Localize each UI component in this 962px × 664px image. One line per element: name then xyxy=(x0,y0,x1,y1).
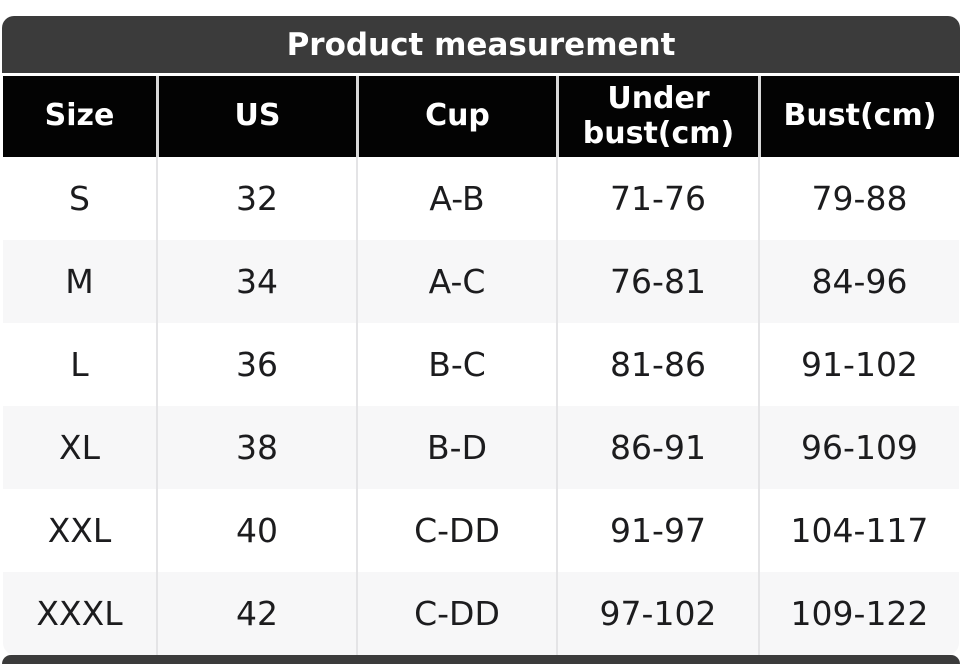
table-cell: C-DD xyxy=(356,489,556,572)
table-row: XXL 40 C-DD 91-97 104-117 xyxy=(3,489,959,572)
table-cell: 84-96 xyxy=(758,240,959,323)
table-cell: 86-91 xyxy=(556,406,758,489)
column-header-underbust: Under bust(cm) xyxy=(556,76,758,157)
column-header-bust: Bust(cm) xyxy=(758,76,959,157)
table-cell: 109-122 xyxy=(758,572,959,655)
table-row: M 34 A-C 76-81 84-96 xyxy=(3,240,959,323)
table-body: S 32 A-B 71-76 79-88 M 34 A-C 76-81 84-96 L 36 B-C 81… xyxy=(3,157,959,655)
column-header-cup: Cup xyxy=(356,76,556,157)
table-cell: 104-117 xyxy=(758,489,959,572)
table-cell: XXXL xyxy=(3,572,156,655)
column-header-us: US xyxy=(156,76,356,157)
table-cell: 38 xyxy=(156,406,356,489)
table-cell: C-DD xyxy=(356,572,556,655)
table-cell: 81-86 xyxy=(556,323,758,406)
table-cell: B-C xyxy=(356,323,556,406)
table-cell: 97-102 xyxy=(556,572,758,655)
header-row: Size US Cup Under bust(cm) Bust(cm) xyxy=(3,76,959,157)
table-cell: 42 xyxy=(156,572,356,655)
table-cell: 34 xyxy=(156,240,356,323)
next-section-bar xyxy=(2,655,960,664)
table-header: Size US Cup Under bust(cm) Bust(cm) xyxy=(3,76,959,157)
column-header-size: Size xyxy=(3,76,156,157)
table-row: XXXL 42 C-DD 97-102 109-122 xyxy=(3,572,959,655)
table-cell: A-B xyxy=(356,157,556,240)
table-cell: B-D xyxy=(356,406,556,489)
table-cell: 96-109 xyxy=(758,406,959,489)
table-cell: 36 xyxy=(156,323,356,406)
table-cell: 76-81 xyxy=(556,240,758,323)
size-chart-table: Size US Cup Under bust(cm) Bust(cm) S 32 A… xyxy=(3,76,959,655)
table-cell: XL xyxy=(3,406,156,489)
table-cell: S xyxy=(3,157,156,240)
title-header-divider xyxy=(0,73,962,76)
table-row: S 32 A-B 71-76 79-88 xyxy=(3,157,959,240)
table-cell: 71-76 xyxy=(556,157,758,240)
table-cell: XXL xyxy=(3,489,156,572)
table-cell: 40 xyxy=(156,489,356,572)
size-chart-card: Product measurement Size US Cup Under bu… xyxy=(0,16,962,655)
table-cell: M xyxy=(3,240,156,323)
table-cell: 32 xyxy=(156,157,356,240)
table-cell: 91-97 xyxy=(556,489,758,572)
table-cell: L xyxy=(3,323,156,406)
table-title-bar: Product measurement xyxy=(2,16,960,73)
table-cell: A-C xyxy=(356,240,556,323)
table-cell: 79-88 xyxy=(758,157,959,240)
table-title: Product measurement xyxy=(286,26,676,63)
table-cell: 91-102 xyxy=(758,323,959,406)
table-row: L 36 B-C 81-86 91-102 xyxy=(3,323,959,406)
table-row: XL 38 B-D 86-91 96-109 xyxy=(3,406,959,489)
